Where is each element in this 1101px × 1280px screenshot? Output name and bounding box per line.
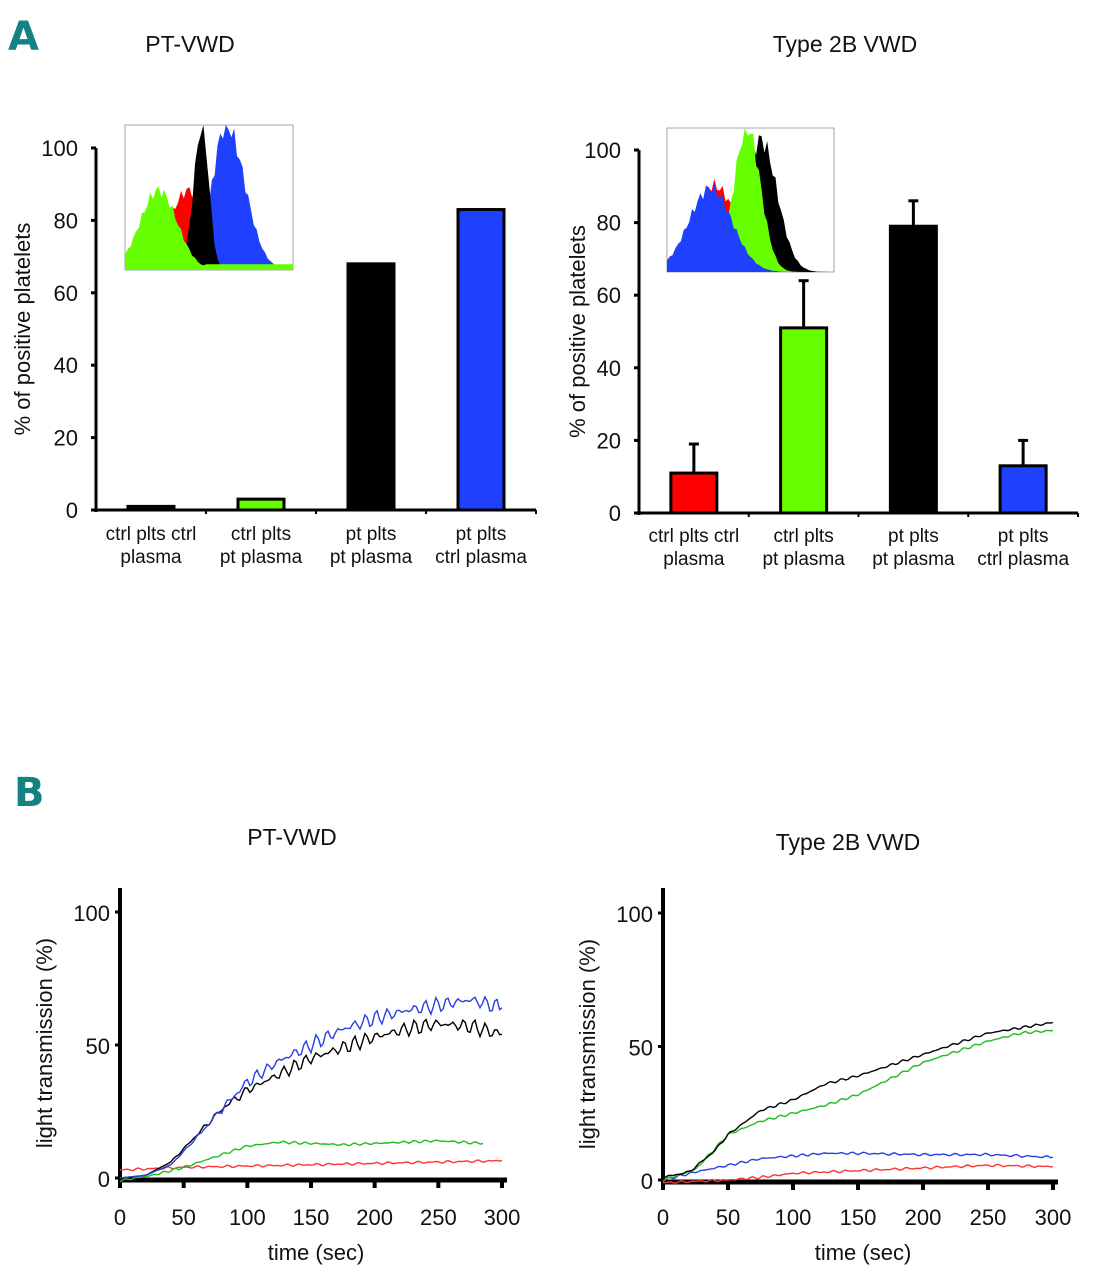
y-tick-label: 100 bbox=[73, 901, 110, 926]
category-label: pt plts bbox=[456, 524, 507, 545]
bar bbox=[346, 262, 396, 512]
series-line-black bbox=[119, 1018, 503, 1179]
y-axis-label: % of positive platelets bbox=[10, 223, 35, 436]
y-tick-label: 0 bbox=[641, 1169, 653, 1194]
chart-B-right: Type 2B VWD 0 50 100 0 50 100 150 200 250 300 time … bbox=[575, 829, 1071, 1265]
series-line-blue bbox=[662, 1151, 1054, 1182]
x-tick-label: 300 bbox=[1035, 1205, 1072, 1230]
y-tick-label: 60 bbox=[597, 283, 621, 308]
y-tick-label: 50 bbox=[629, 1036, 653, 1061]
y-axis-label: % of positive platelets bbox=[565, 225, 590, 438]
x-tick-label: 100 bbox=[229, 1205, 266, 1230]
y-tick-label: 20 bbox=[597, 428, 621, 453]
y-axis-label: light transmission (%) bbox=[575, 939, 600, 1149]
chart-A-left: PT-VWD 0 20 40 60 80 100 % of positive platelet… bbox=[10, 31, 537, 568]
histogram-blue bbox=[125, 125, 293, 270]
series-line-red bbox=[662, 1163, 1054, 1184]
x-tick-label: 250 bbox=[420, 1205, 457, 1230]
x-tick-label: 200 bbox=[905, 1205, 942, 1230]
category-label: ctrl plasma bbox=[435, 547, 527, 568]
panel-label-b: B bbox=[14, 770, 45, 816]
category-label: ctrl plts bbox=[231, 524, 291, 545]
chart-title: PT-VWD bbox=[247, 824, 336, 850]
inset-histogram bbox=[124, 124, 294, 271]
bar bbox=[998, 464, 1048, 515]
y-tick-label: 0 bbox=[98, 1167, 110, 1192]
panel-label-a: A bbox=[8, 14, 39, 60]
x-tick-label: 100 bbox=[775, 1205, 812, 1230]
category-label: ctrl plts ctrl bbox=[648, 526, 739, 547]
category-label: ctrl plts bbox=[774, 526, 834, 547]
y-tick-label: 40 bbox=[597, 356, 621, 381]
category-label: pt plasma bbox=[762, 549, 845, 570]
x-axis-label: time (sec) bbox=[815, 1240, 912, 1265]
x-tick-label: 50 bbox=[716, 1205, 740, 1230]
category-label: pt plts bbox=[998, 526, 1049, 547]
y-tick-label: 80 bbox=[54, 208, 78, 233]
bar bbox=[126, 504, 176, 512]
histogram-green bbox=[125, 186, 293, 270]
category-label: pt plts bbox=[888, 526, 939, 547]
chart-B-left: PT-VWD 0 50 100 0 50 100 150 200 250 300 time (sec)… bbox=[32, 824, 520, 1265]
chart-title: Type 2B VWD bbox=[776, 829, 920, 855]
category-label: plasma bbox=[663, 549, 725, 570]
y-tick-label: 40 bbox=[54, 353, 78, 378]
x-tick-label: 150 bbox=[293, 1205, 330, 1230]
category-label: ctrl plasma bbox=[977, 549, 1069, 570]
bar bbox=[779, 326, 829, 515]
category-label: ctrl plts ctrl bbox=[106, 524, 197, 545]
y-tick-label: 60 bbox=[54, 281, 78, 306]
y-tick-label: 0 bbox=[609, 501, 621, 526]
x-tick-label: 150 bbox=[840, 1205, 877, 1230]
category-label: plasma bbox=[120, 547, 182, 568]
x-tick-label: 200 bbox=[356, 1205, 393, 1230]
y-tick-label: 0 bbox=[66, 498, 78, 523]
chart-title: PT-VWD bbox=[145, 31, 234, 57]
x-tick-label: 300 bbox=[484, 1205, 521, 1230]
series-line-blue bbox=[119, 995, 503, 1179]
chart-title: Type 2B VWD bbox=[773, 31, 917, 57]
y-tick-label: 100 bbox=[584, 138, 621, 163]
y-tick-label: 100 bbox=[616, 902, 653, 927]
x-tick-label: 50 bbox=[171, 1205, 195, 1230]
series-line-black bbox=[662, 1021, 1054, 1180]
series-line-green bbox=[662, 1029, 1054, 1182]
y-tick-label: 50 bbox=[86, 1034, 110, 1059]
y-tick-label: 80 bbox=[597, 211, 621, 236]
inset-histogram bbox=[666, 127, 835, 273]
histogram-blue bbox=[667, 183, 834, 272]
chart-A-right: Type 2B VWD 0 20 40 60 80 100 % of positive pla… bbox=[565, 31, 1079, 570]
histogram-green bbox=[667, 128, 834, 272]
bar bbox=[669, 471, 719, 515]
category-label: pt plasma bbox=[872, 549, 955, 570]
x-tick-label: 0 bbox=[657, 1205, 669, 1230]
bar bbox=[236, 497, 286, 512]
category-label: pt plts bbox=[346, 524, 397, 545]
y-tick-label: 100 bbox=[41, 136, 78, 161]
y-tick-label: 20 bbox=[54, 426, 78, 451]
histogram-black bbox=[125, 125, 293, 270]
series-line-green bbox=[119, 1139, 484, 1183]
category-label: pt plasma bbox=[220, 547, 303, 568]
y-axis-label: light transmission (%) bbox=[32, 938, 57, 1148]
x-tick-label: 0 bbox=[114, 1205, 126, 1230]
bar bbox=[888, 224, 938, 515]
x-tick-label: 250 bbox=[970, 1205, 1007, 1230]
bar bbox=[456, 208, 506, 512]
x-axis-label: time (sec) bbox=[268, 1240, 365, 1265]
category-label: pt plasma bbox=[330, 547, 413, 568]
